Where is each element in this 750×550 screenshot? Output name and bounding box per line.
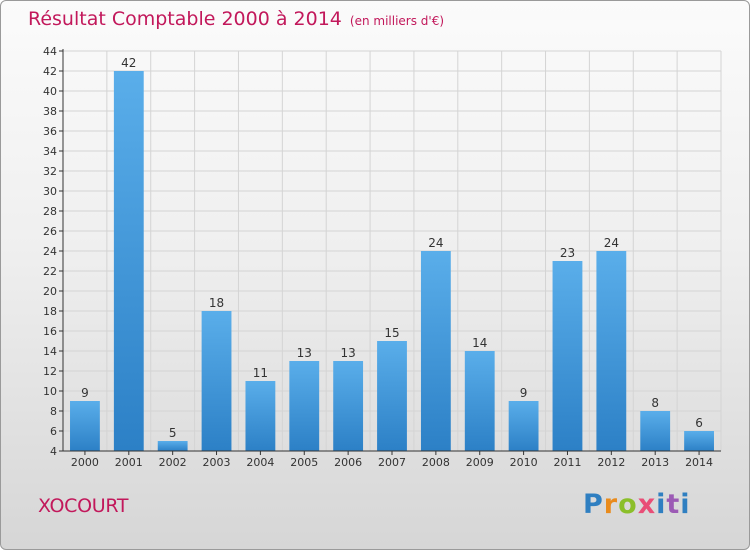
bar — [289, 361, 320, 451]
y-tick-label: 4 — [50, 445, 57, 458]
y-tick-label: 32 — [43, 165, 57, 178]
y-tick-label: 10 — [43, 385, 57, 398]
x-tick-label: 2009 — [466, 456, 494, 469]
logo-letter: i — [680, 489, 691, 520]
data-label: 5 — [169, 426, 177, 440]
commune-name: XOCOURT — [38, 495, 129, 517]
data-label: 14 — [472, 336, 487, 350]
x-tick-label: 2013 — [641, 456, 669, 469]
x-tick-label: 2010 — [510, 456, 538, 469]
data-label: 9 — [520, 386, 528, 400]
y-tick-label: 18 — [43, 305, 57, 318]
x-tick-label: 2006 — [334, 456, 362, 469]
logo-letter: x — [637, 489, 657, 520]
data-label: 23 — [560, 246, 575, 260]
proxiti-logo[interactable]: Proxiti — [583, 489, 691, 520]
y-tick-label: 16 — [43, 325, 57, 338]
chart-title-block: Résultat Comptable 2000 à 2014 (en millie… — [28, 8, 444, 30]
x-tick-label: 2011 — [553, 456, 581, 469]
data-label: 11 — [253, 366, 268, 380]
data-label: 9 — [81, 386, 89, 400]
y-tick-label: 38 — [43, 105, 57, 118]
bar — [552, 261, 583, 451]
x-tick-label: 2003 — [203, 456, 231, 469]
logo-letter: P — [583, 489, 604, 520]
data-label: 6 — [695, 416, 703, 430]
y-tick-label: 28 — [43, 205, 57, 218]
y-tick-label: 34 — [43, 145, 57, 158]
y-tick-label: 8 — [50, 405, 57, 418]
bar — [508, 401, 539, 451]
data-label: 15 — [384, 326, 399, 340]
bar — [157, 441, 188, 451]
logo-letter: t — [666, 489, 681, 520]
bar — [596, 251, 627, 451]
bar — [464, 351, 495, 451]
data-label: 24 — [604, 236, 619, 250]
logo-letter: r — [603, 489, 619, 520]
y-tick-label: 12 — [43, 365, 57, 378]
bar — [640, 411, 671, 451]
data-label: 18 — [209, 296, 224, 310]
bar — [201, 311, 232, 451]
logo-letter: o — [618, 489, 638, 520]
chart-unit: (en milliers d'€) — [349, 14, 445, 28]
y-tick-label: 20 — [43, 285, 57, 298]
y-tick-label: 6 — [50, 425, 57, 438]
bar — [333, 361, 364, 451]
x-tick-label: 2002 — [159, 456, 187, 469]
y-tick-label: 22 — [43, 265, 57, 278]
x-tick-label: 2008 — [422, 456, 450, 469]
data-label: 13 — [297, 346, 312, 360]
bar — [420, 251, 451, 451]
y-tick-label: 26 — [43, 225, 57, 238]
bar — [684, 431, 714, 451]
y-tick-label: 14 — [43, 345, 57, 358]
x-tick-label: 2000 — [71, 456, 99, 469]
bar — [245, 381, 276, 451]
x-tick-label: 2014 — [685, 456, 713, 469]
x-tick-label: 2012 — [597, 456, 625, 469]
y-tick-label: 30 — [43, 185, 57, 198]
bar — [113, 71, 144, 451]
y-tick-label: 40 — [43, 85, 57, 98]
x-tick-label: 2004 — [246, 456, 274, 469]
data-label: 24 — [428, 236, 443, 250]
y-tick-label: 42 — [43, 65, 57, 78]
y-tick-label: 36 — [43, 125, 57, 138]
data-label: 13 — [340, 346, 355, 360]
bar — [70, 401, 100, 451]
data-label: 8 — [651, 396, 659, 410]
x-tick-label: 2007 — [378, 456, 406, 469]
logo-letter: i — [656, 489, 667, 520]
data-label: 42 — [121, 56, 136, 70]
y-tick-label: 24 — [43, 245, 57, 258]
x-tick-label: 2005 — [290, 456, 318, 469]
bar — [377, 341, 407, 451]
chart-title: Résultat Comptable 2000 à 2014 — [28, 8, 342, 30]
y-tick-label: 44 — [43, 45, 57, 58]
x-tick-label: 2001 — [115, 456, 143, 469]
